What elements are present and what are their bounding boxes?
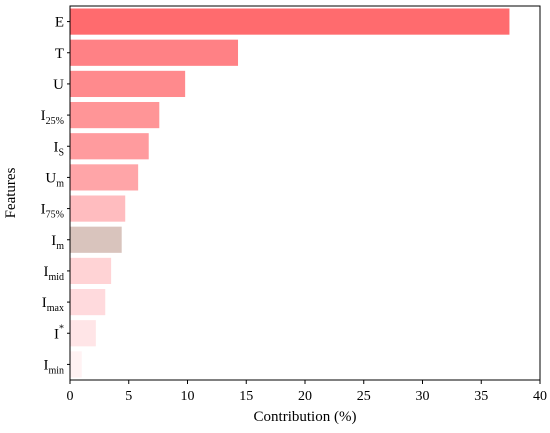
- y-axis-label: Features: [3, 167, 19, 218]
- category-label-9: Imax: [42, 295, 64, 314]
- bar-6: [70, 195, 126, 222]
- category-label-6: I75%: [41, 202, 64, 221]
- x-ticks: 0 5 10 15 20 25 30 35 40: [67, 380, 547, 404]
- x-tick-label-8: 40: [533, 389, 547, 404]
- x-tick-label-6: 30: [416, 389, 430, 404]
- category-label-4: IS: [53, 139, 64, 158]
- bar-11: [70, 351, 82, 378]
- x-tick-label-0: 0: [67, 389, 74, 404]
- bar-2: [70, 70, 186, 98]
- x-axis-label: Contribution (%): [254, 409, 357, 425]
- bar-5: [70, 164, 139, 191]
- x-tick-label-4: 20: [298, 389, 312, 404]
- bar-9: [70, 288, 106, 316]
- category-label-2: U: [53, 77, 64, 93]
- bar-8: [70, 257, 112, 285]
- bar-4: [70, 133, 149, 160]
- category-label-3: I25%: [41, 108, 64, 127]
- bar-10: [70, 320, 96, 347]
- y-category-labels: ETU I25% IS Um I75% Im Imid Imax I* Imin: [41, 15, 70, 376]
- category-label-10: I*: [54, 323, 64, 342]
- x-tick-label-2: 10: [181, 389, 195, 404]
- category-label-5: Um: [45, 170, 64, 189]
- category-label-7: Im: [51, 233, 64, 252]
- category-label-1: T: [55, 46, 64, 62]
- category-label-11: Imin: [43, 357, 64, 376]
- category-label-0: E: [55, 15, 64, 31]
- bar-3: [70, 101, 160, 129]
- bar-0: [70, 8, 510, 35]
- x-tick-label-7: 35: [474, 389, 488, 404]
- x-tick-label-5: 25: [357, 389, 371, 404]
- bar-1: [70, 39, 239, 66]
- x-tick-label-3: 15: [239, 389, 253, 404]
- category-label-8: Imid: [43, 264, 64, 283]
- x-tick-label-1: 5: [125, 389, 132, 404]
- bar-7: [70, 226, 122, 253]
- bars-group: [70, 8, 510, 378]
